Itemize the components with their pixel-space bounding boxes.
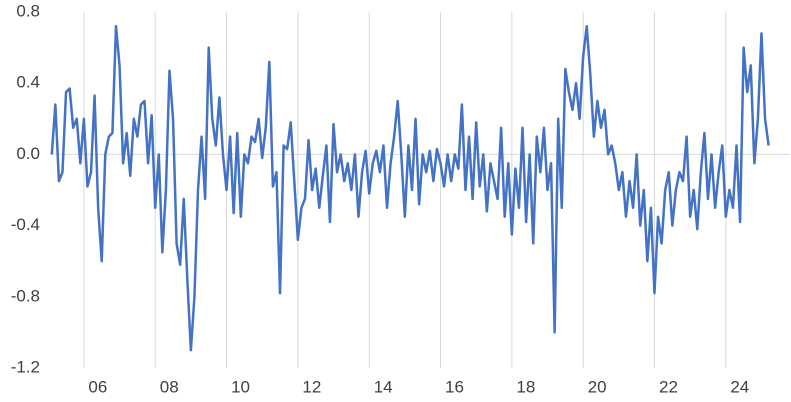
y-tick-label: -1.2 bbox=[11, 357, 40, 376]
y-tick-label: 0.0 bbox=[16, 144, 40, 163]
y-tick-label: 0.4 bbox=[16, 73, 40, 92]
x-tick-label: 06 bbox=[88, 377, 107, 396]
x-tick-label: 16 bbox=[445, 377, 464, 396]
x-tick-label: 12 bbox=[302, 377, 321, 396]
x-tick-label: 24 bbox=[730, 377, 749, 396]
x-tick-label: 14 bbox=[374, 377, 393, 396]
x-tick-label: 20 bbox=[588, 377, 607, 396]
y-tick-label: -0.8 bbox=[11, 286, 40, 305]
y-tick-label: -0.4 bbox=[11, 215, 40, 234]
data-line bbox=[50, 24, 770, 352]
y-tick-label: 0.8 bbox=[16, 1, 40, 20]
x-tick-label: 08 bbox=[160, 377, 179, 396]
x-tick-label: 22 bbox=[659, 377, 678, 396]
x-tick-label: 10 bbox=[231, 377, 250, 396]
x-tick-label: 18 bbox=[516, 377, 535, 396]
